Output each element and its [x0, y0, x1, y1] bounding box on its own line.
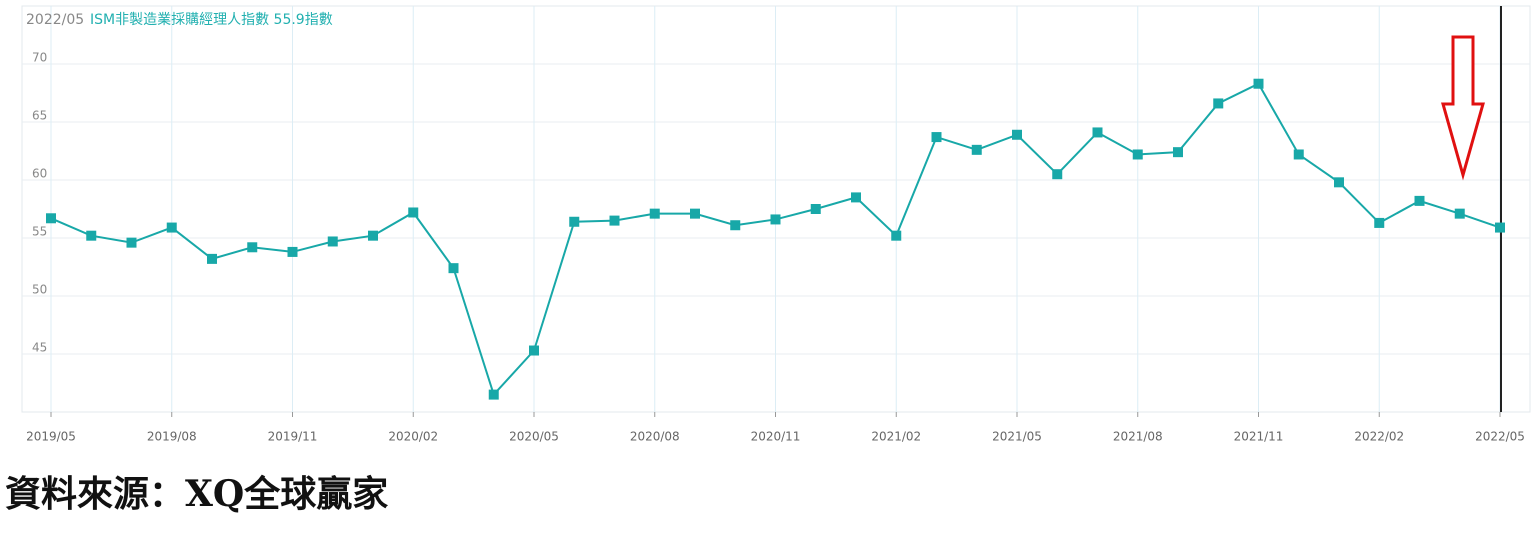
- x-tick-label: 2020/08: [630, 430, 680, 444]
- data-point: [931, 132, 942, 143]
- x-tick-label: 2021/05: [992, 430, 1042, 444]
- x-tick-label: 2021/08: [1113, 430, 1163, 444]
- y-tick-label: 45: [32, 341, 47, 355]
- x-tick-label: 2020/05: [509, 430, 559, 444]
- data-point: [1374, 217, 1385, 228]
- x-tick-label: 2019/08: [147, 430, 197, 444]
- y-tick-label: 50: [32, 283, 47, 297]
- data-point: [690, 208, 700, 219]
- date-label: 2022/05: [26, 12, 84, 28]
- x-tick-label: 2021/02: [871, 430, 921, 444]
- data-point: [126, 237, 137, 248]
- data-point: [408, 207, 419, 218]
- x-tick-label: 2022/05: [1475, 430, 1525, 444]
- x-tick-label: 2022/02: [1354, 430, 1404, 444]
- data-point: [1213, 98, 1224, 109]
- data-point: [1253, 78, 1264, 89]
- data-point: [569, 216, 580, 227]
- data-point: [891, 230, 902, 241]
- data-point: [1092, 127, 1103, 138]
- data-point: [86, 230, 97, 241]
- data-point: [1414, 195, 1425, 206]
- chart-title: ISM非製造業採購經理人指數 55.9指數: [90, 12, 333, 28]
- data-point: [448, 263, 459, 274]
- data-point: [1173, 147, 1183, 158]
- x-tick-label: 2020/11: [751, 430, 801, 444]
- x-tick-label: 2021/11: [1234, 430, 1284, 444]
- y-tick-label: 55: [32, 225, 47, 239]
- data-point: [810, 204, 821, 214]
- data-point: [770, 214, 781, 225]
- data-point: [971, 144, 982, 155]
- x-tick-label: 2020/02: [388, 430, 438, 444]
- data-point: [529, 345, 539, 356]
- data-point: [207, 253, 217, 264]
- data-point: [247, 242, 258, 253]
- data-point: [166, 222, 177, 233]
- data-point: [368, 230, 378, 241]
- data-point: [1052, 169, 1063, 180]
- y-tick-label: 60: [32, 167, 47, 181]
- data-point: [730, 220, 741, 231]
- data-point: [1132, 149, 1143, 160]
- data-point: [287, 246, 298, 257]
- data-point: [1334, 177, 1344, 188]
- source: 資料來源：XQ全球贏家: [5, 473, 388, 515]
- x-tick-label: 2019/11: [268, 430, 318, 444]
- data-point: [327, 236, 338, 247]
- y-tick-label: 70: [32, 51, 47, 65]
- data-point: [649, 208, 660, 219]
- data-point: [1495, 222, 1505, 233]
- data-point: [609, 215, 620, 226]
- data-point: [1454, 208, 1465, 219]
- arrow: [1441, 35, 1485, 181]
- x-tick-label: 2019/05: [26, 430, 76, 444]
- data-point: [1012, 129, 1022, 140]
- data-point: [851, 192, 861, 203]
- data-point: [488, 389, 499, 400]
- y-tick-label: 65: [32, 109, 47, 123]
- data-point: [1293, 149, 1304, 160]
- data-point: [46, 213, 56, 224]
